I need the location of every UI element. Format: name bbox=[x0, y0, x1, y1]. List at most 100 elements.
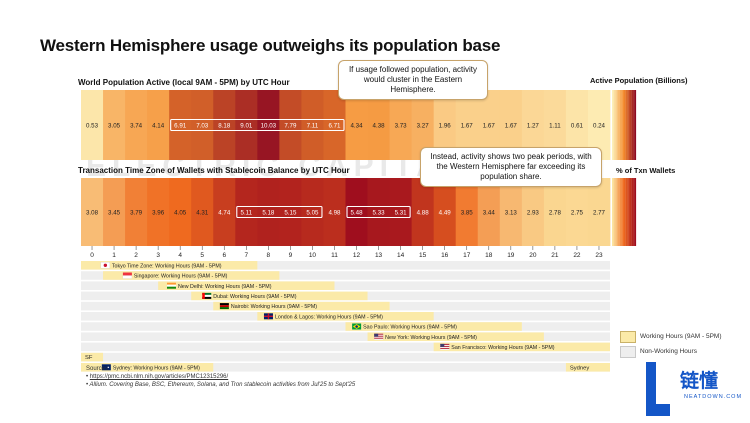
population-value-label: 3.27 bbox=[417, 123, 430, 130]
population-value-label: 7.79 bbox=[284, 123, 297, 130]
logo-subtext: NEATDOWN.COM bbox=[684, 394, 743, 400]
transaction-cell bbox=[81, 178, 104, 246]
utc-hour-axis: 0 1 2 3 4 5 6 7 8 9 10 11 12 13 14 15 16 17 18 19 20 21 22 23 bbox=[90, 246, 603, 259]
transaction-scale-step bbox=[616, 178, 619, 246]
timezone-row-working-bar bbox=[103, 271, 280, 280]
us-flag-stripe bbox=[440, 347, 450, 349]
population-value-label: 1.67 bbox=[505, 123, 518, 130]
uae-flag-bar bbox=[202, 292, 205, 299]
axis-tick-label: 3 bbox=[156, 252, 160, 259]
transaction-value-label: 5.31 bbox=[395, 210, 408, 217]
axis-tick-label: 18 bbox=[485, 252, 493, 259]
transaction-scale-step bbox=[621, 178, 623, 246]
sydney-track bbox=[81, 363, 610, 372]
sydney-end-label: Sydney bbox=[570, 365, 589, 371]
transaction-highlight-box bbox=[346, 205, 411, 219]
axis-tick-label: 10 bbox=[309, 252, 317, 259]
population-value-label: 1.67 bbox=[483, 123, 496, 130]
timezone-label: Singapore: Working Hours (9AM - 5PM) bbox=[134, 274, 228, 280]
sydney-label: Sydney: Working Hours (9AM - 5PM) bbox=[113, 365, 200, 371]
axis-tick-label: 20 bbox=[529, 252, 537, 259]
legend-nonworking-label: Non-Working Hours bbox=[640, 348, 697, 355]
population-value-label: 8.18 bbox=[218, 123, 231, 130]
axis-tick-label: 19 bbox=[507, 252, 515, 259]
axis-tick-label: 2 bbox=[134, 252, 138, 259]
transaction-scale-step bbox=[626, 178, 628, 246]
population-highlight-box bbox=[170, 118, 345, 132]
timezone-label: Tokyo Time Zone: Working Hours (9AM - 5P… bbox=[112, 263, 222, 269]
transaction-value-label: 3.85 bbox=[461, 210, 474, 217]
source-link[interactable]: https://pmc.ncbi.nlm.nih.gov/articles/PM… bbox=[89, 374, 229, 380]
population-scale-step bbox=[619, 90, 621, 160]
transaction-cell bbox=[191, 178, 214, 246]
population-cell bbox=[213, 90, 236, 160]
transaction-scale-step bbox=[633, 178, 635, 246]
transaction-value-label: 4.98 bbox=[328, 210, 341, 217]
population-heatmap-row: 0.53 3.05 3.74 4.14 6.91 7.03 8.18 9.01 10.03 7.7… bbox=[81, 90, 637, 160]
legend-nonworking-swatch bbox=[620, 346, 636, 358]
population-scale-step bbox=[628, 90, 631, 160]
population-cell bbox=[411, 90, 435, 160]
transaction-scale-step bbox=[632, 178, 634, 246]
population-scale-step bbox=[615, 90, 617, 160]
japan-flag-dot bbox=[103, 263, 108, 267]
timezone-label: New York: Working Hours (9AM - 5PM) bbox=[385, 335, 477, 341]
transaction-value-label: 3.96 bbox=[152, 210, 165, 217]
population-scale-step bbox=[631, 90, 633, 160]
transaction-cell bbox=[257, 178, 280, 246]
population-cell bbox=[323, 90, 346, 160]
population-scale-step bbox=[630, 90, 632, 160]
timezone-row-track bbox=[81, 261, 610, 270]
transaction-cell bbox=[169, 178, 192, 246]
population-cell bbox=[455, 90, 479, 160]
india-flag-low bbox=[166, 286, 176, 289]
australia-flag-icon bbox=[101, 364, 111, 371]
transaction-value-label: 3.45 bbox=[108, 210, 121, 217]
population-cell bbox=[367, 90, 390, 160]
us-flag-canton bbox=[374, 333, 379, 337]
singapore-flag-lower bbox=[122, 275, 133, 279]
sydney-working-bar bbox=[81, 363, 214, 372]
population-scale-step bbox=[622, 90, 625, 160]
brazil-flag-globe bbox=[355, 325, 358, 328]
timezone-row-working-bar bbox=[367, 332, 544, 341]
transaction-cell bbox=[521, 178, 545, 246]
singapore-flag-icon bbox=[122, 272, 132, 276]
population-cell bbox=[565, 90, 589, 160]
sf-wrap-track bbox=[81, 352, 610, 362]
population-value-label: 6.71 bbox=[328, 123, 341, 130]
population-chart-title: World Population Active (local 9AM - 5PM… bbox=[78, 78, 290, 87]
axis-tick-label: 16 bbox=[441, 252, 449, 259]
site-logo[interactable]: 链懂 NEATDOWN.COM bbox=[640, 356, 750, 423]
uae-flag-low bbox=[202, 296, 212, 299]
us-flag-stripe bbox=[440, 345, 450, 347]
population-scale-step bbox=[612, 90, 614, 160]
us-flag-stripe bbox=[374, 337, 384, 339]
transaction-legend-label: % of Txn Wallets bbox=[616, 166, 676, 175]
transaction-scale-step bbox=[627, 178, 629, 246]
timezone-label: New Delhi: Working Hours (9AM - 5PM) bbox=[178, 284, 272, 290]
us-flag-stripe bbox=[440, 343, 450, 345]
population-scale-step bbox=[613, 90, 615, 160]
axis-tick-label: 23 bbox=[595, 252, 603, 259]
logo-l-icon bbox=[646, 362, 670, 416]
population-scale-step bbox=[634, 90, 637, 160]
uk-flag-cross-v bbox=[267, 313, 270, 320]
axis-tick-label: 0 bbox=[90, 252, 94, 259]
transaction-value-label: 4.88 bbox=[417, 210, 430, 217]
axis-tick-label: 9 bbox=[289, 252, 293, 259]
timezone-row-track bbox=[81, 281, 610, 290]
transaction-cell bbox=[103, 178, 126, 246]
population-cell bbox=[147, 90, 170, 160]
transaction-value-label: 5.15 bbox=[284, 210, 297, 217]
transaction-value-label: 2.78 bbox=[549, 210, 562, 217]
axis-tick-label: 13 bbox=[375, 252, 383, 259]
transaction-cell bbox=[433, 178, 457, 246]
timezone-label: Nairobi: Working Hours (9AM - 5PM) bbox=[231, 304, 317, 310]
transaction-scale-step bbox=[615, 178, 617, 246]
axis-tick-label: 12 bbox=[353, 252, 361, 259]
transaction-cell bbox=[125, 178, 148, 246]
population-value-label: 4.14 bbox=[152, 123, 165, 130]
transaction-scale-step bbox=[614, 178, 616, 246]
